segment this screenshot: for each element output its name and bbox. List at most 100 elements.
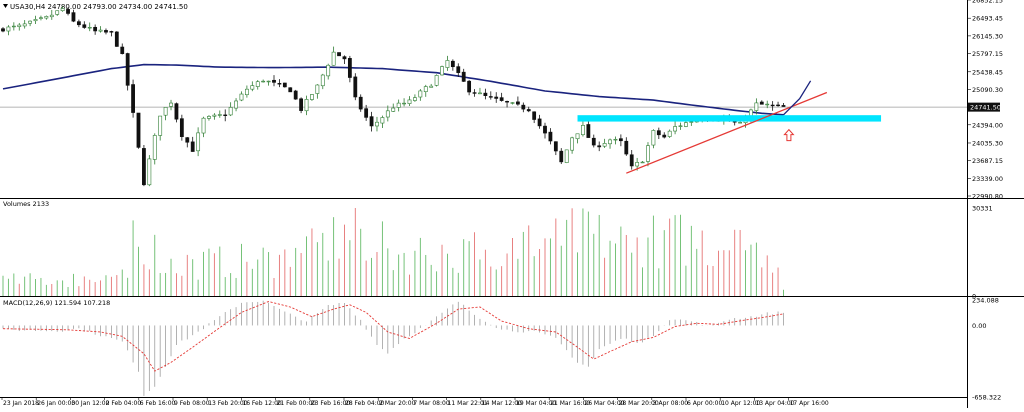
candle [472, 89, 477, 97]
candle [624, 137, 629, 156]
candle-body [17, 24, 22, 27]
time-label: 6 Feb 16:00 [140, 400, 176, 407]
candle-body [152, 135, 157, 160]
candle [320, 73, 325, 90]
candle-body [277, 83, 282, 85]
candle [526, 106, 531, 113]
candle [169, 99, 173, 111]
candle [310, 94, 314, 101]
candle-body [559, 150, 564, 163]
candle [358, 94, 363, 112]
price-level-label: 25438.45 [972, 68, 1003, 76]
candle [98, 26, 103, 33]
macd-signal-line [2, 301, 784, 372]
volume-level-label: 30331 [972, 205, 993, 213]
candle [11, 22, 16, 31]
candle-body [461, 71, 466, 82]
candle [505, 100, 509, 108]
candle-body [250, 85, 255, 90]
candle-body [564, 149, 569, 163]
candle [418, 89, 423, 101]
candle [33, 15, 38, 24]
candle [673, 121, 677, 135]
candle [369, 111, 374, 132]
time-label: 10 Apr 12:00 [721, 400, 760, 407]
candle-body [288, 87, 293, 93]
candle-body [358, 96, 363, 110]
candle [450, 59, 455, 71]
candle [282, 82, 287, 88]
time-label: 30 Jan 12:00 [71, 400, 109, 407]
candle [413, 94, 417, 102]
candle [461, 68, 466, 82]
time-label: 26 Jan 00:00 [37, 400, 75, 407]
support-zone-band [577, 115, 882, 122]
candle [114, 31, 119, 47]
candle-body [11, 25, 16, 28]
candle [6, 25, 11, 36]
candle-body [179, 118, 184, 137]
current-price-badge [968, 102, 1000, 112]
candle [250, 81, 255, 92]
triangle-down-icon[interactable] [3, 4, 8, 8]
time-label: 6 Apr 00:00 [687, 400, 722, 407]
candle-body [364, 108, 369, 118]
candle-body [613, 138, 618, 141]
time-label: 13 Apr 04:00 [755, 400, 794, 407]
candle-body [304, 99, 309, 112]
time-label: 21 Mar 16:00 [550, 400, 590, 407]
candle-body [521, 104, 526, 110]
candle [548, 128, 553, 145]
candle [1, 27, 5, 33]
candle [684, 121, 688, 128]
candle-body [228, 107, 233, 116]
candle [82, 21, 87, 29]
candle-body [1, 28, 5, 32]
candle-body [553, 141, 558, 152]
candle-body [261, 80, 266, 83]
candle [440, 65, 444, 76]
candle-body [656, 130, 661, 136]
candle-body [472, 92, 477, 94]
candle [39, 15, 43, 21]
candle [391, 103, 396, 112]
candle [158, 115, 163, 141]
macd-level-label: 0.00 [972, 322, 986, 330]
candle [456, 63, 461, 77]
price-level-label: 23339.00 [972, 175, 1003, 183]
candle [770, 101, 775, 111]
candle [656, 127, 661, 139]
time-label: 28 Feb 04:00 [345, 400, 385, 407]
macd-level-label: 234.088 [972, 297, 999, 305]
candle-body [434, 75, 439, 86]
candle [396, 99, 401, 112]
candle [521, 102, 526, 113]
candle [255, 80, 260, 90]
candle [651, 129, 656, 149]
candle [407, 96, 412, 107]
moving-average-line [2, 63, 784, 116]
candle-body [440, 66, 444, 76]
candle-body [667, 130, 672, 137]
candle [190, 136, 195, 152]
candle-body [450, 60, 455, 68]
price-level-label: 26852.15 [972, 0, 1003, 5]
candle-body [76, 21, 81, 26]
price-level-label: 24035.30 [972, 139, 1003, 147]
candle-body [44, 16, 49, 19]
candle [223, 109, 228, 122]
candle [759, 100, 764, 105]
candle-body [55, 10, 60, 15]
arrow-up-outline-icon [783, 128, 795, 142]
time-label: 19 Mar 04:00 [516, 400, 556, 407]
time-label: 23 Feb 16:00 [311, 400, 351, 407]
candle-body [49, 14, 54, 18]
price-axis: 26852.15 26493.45 26145.30 25797.15 25438.45… [967, 0, 1003, 402]
candle-body [104, 30, 108, 33]
candle [488, 91, 493, 100]
candle [93, 24, 98, 35]
candle-body [586, 124, 591, 138]
